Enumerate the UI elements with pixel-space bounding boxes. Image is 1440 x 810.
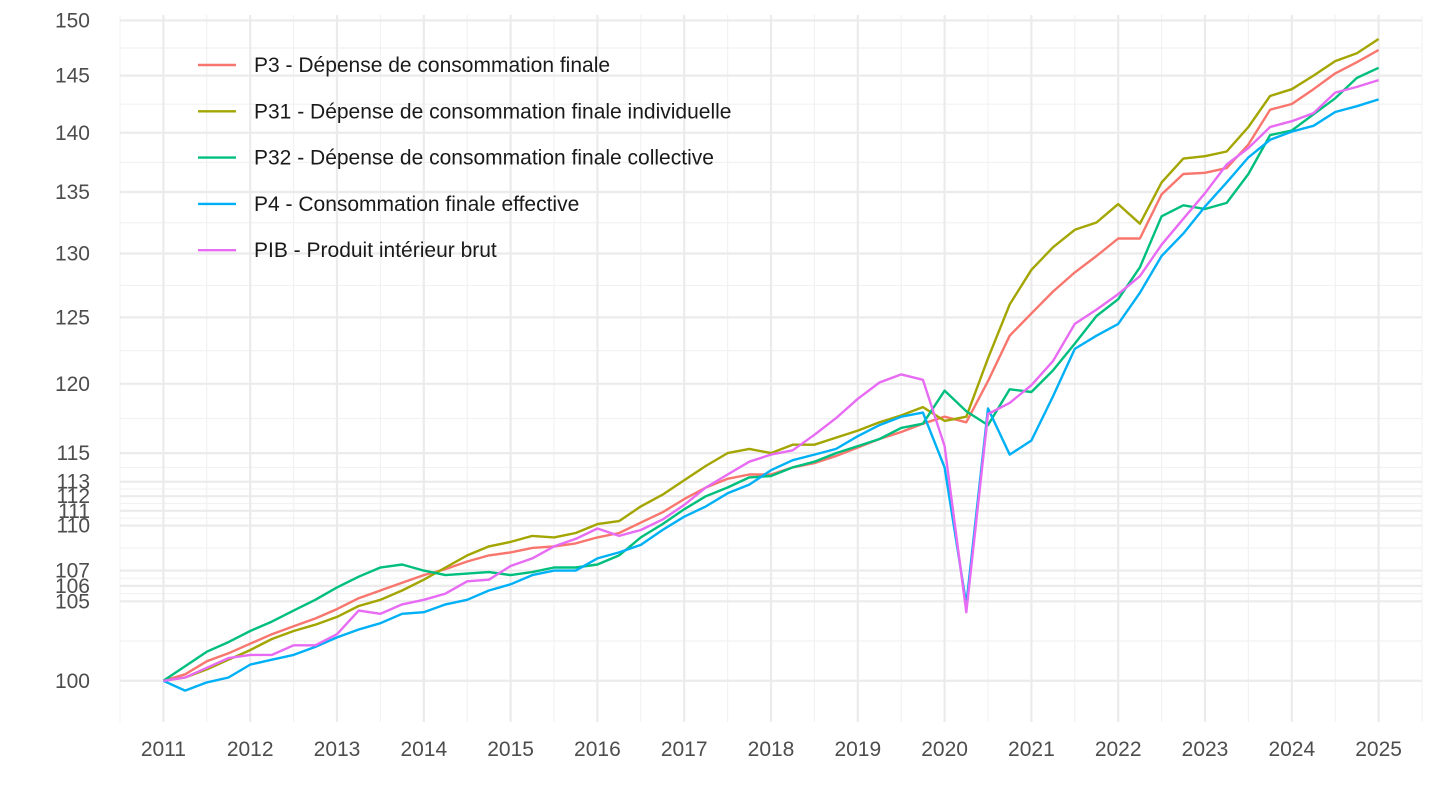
y-tick-label: 125 [55, 306, 90, 329]
x-tick-label: 2015 [487, 738, 534, 761]
series-line-1 [163, 48, 1380, 682]
x-tick-label: 2018 [748, 738, 795, 761]
y-tick-label: 100 [55, 670, 90, 693]
x-tick-label: 2021 [1008, 738, 1055, 761]
y-tick-label: 150 [55, 9, 90, 32]
x-tick-label: 2012 [227, 738, 274, 761]
legend-label-1: P3 - Dépense de consommation finale [254, 54, 610, 77]
series-line-3 [162, 66, 1380, 682]
y-tick-label: 110 [57, 515, 90, 538]
x-tick-label: 2022 [1095, 738, 1142, 761]
x-tick-label: 2013 [314, 738, 361, 761]
legend-label-4: P4 - Consommation finale effective [254, 193, 579, 216]
legend-label-5: PIB - Produit intérieur brut [254, 239, 497, 262]
legend-label-2: P31 - Dépense de consommation finale ind… [254, 100, 731, 123]
series-line-4 [162, 98, 1379, 692]
x-tick-label: 2017 [661, 738, 708, 761]
y-tick-label: 106 [55, 575, 90, 598]
x-tick-label: 2023 [1182, 738, 1229, 761]
legend: P3 - Dépense de consommation finale P31 -… [198, 54, 731, 262]
y-tick-label: 105 [55, 590, 90, 613]
y-tick-label: 113 [57, 471, 90, 494]
y-tick-label: 145 [55, 65, 90, 88]
x-tick-label: 2024 [1268, 738, 1315, 761]
series-line-5 [163, 78, 1379, 682]
y-tick-label: 130 [55, 242, 90, 265]
y-tick-label: 107 [55, 560, 90, 583]
y-tick-label: 111 [58, 500, 90, 523]
legend-label-3: P32 - Dépense de consommation finale col… [254, 147, 714, 170]
x-tick-label: 2020 [921, 738, 968, 761]
series-line-2 [163, 37, 1380, 682]
y-tick-label: 140 [55, 122, 90, 145]
y-tick-label: 120 [55, 373, 90, 396]
x-axis-tick-labels: 2011 2012 2013 2014 2015 2016 2017 2018 2019 2020… [141, 738, 1402, 761]
y-tick-label: 112 [57, 485, 90, 508]
x-tick-label: 2011 [141, 738, 186, 761]
x-tick-label: 2025 [1355, 738, 1402, 761]
y-tick-label: 115 [57, 442, 90, 465]
x-tick-label: 2019 [834, 738, 881, 761]
series-lines [162, 37, 1380, 692]
y-tick-label: 135 [55, 181, 90, 204]
x-tick-label: 2016 [574, 738, 621, 761]
x-tick-label: 2014 [400, 738, 447, 761]
